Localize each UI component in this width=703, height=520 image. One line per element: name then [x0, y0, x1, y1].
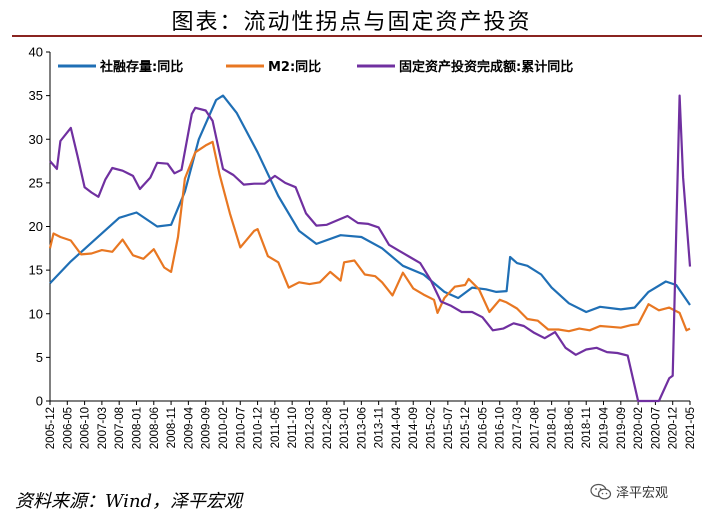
y-axis: 0 5 10 15 20 25 30 35 40	[29, 45, 50, 409]
x-tick-label: 2013-06	[356, 407, 368, 449]
x-tick-label: 2018-06	[564, 407, 576, 449]
x-axis: 2005-12 2006-05 2006-10 2007-03 2007-08 2008-…	[45, 401, 697, 449]
series-layer	[48, 94, 692, 403]
legend-label: M2:同比	[268, 59, 321, 75]
x-tick-label: 2015-02	[426, 407, 438, 449]
series-line-1	[49, 94, 691, 314]
x-tick-label: 2012-08	[322, 407, 334, 449]
x-tick-label: 2019-04	[599, 406, 611, 449]
x-tick-label: 2007-08	[114, 407, 126, 449]
series-line-3	[49, 94, 692, 403]
brand-mark: 泽平宏观	[590, 482, 668, 501]
x-tick-label: 2016-10	[495, 407, 507, 449]
x-tick-label: 2014-04	[391, 406, 403, 449]
x-tick-label: 2011-10	[287, 407, 299, 448]
x-tick-label: 2013-01	[339, 407, 351, 449]
y-tick-label: 35	[29, 88, 43, 103]
x-tick-label: 2019-09	[616, 407, 628, 449]
series-line-2	[48, 140, 691, 333]
y-tick-label: 15	[29, 263, 43, 278]
legend-label: 社融存量:同比	[99, 59, 183, 75]
legend-label: 固定资产投资完成额:累计同比	[399, 59, 573, 75]
axes	[49, 52, 690, 402]
title-divider	[12, 35, 702, 37]
x-tick-label: 2009-04	[183, 406, 195, 449]
y-tick-label: 30	[29, 132, 43, 147]
y-tick-label: 25	[29, 175, 43, 190]
x-tick-label: 2021-05	[685, 407, 697, 449]
y-tick-label: 40	[29, 45, 43, 60]
x-tick-label: 2005-12	[45, 407, 57, 449]
x-tick-label: 2016-05	[477, 407, 489, 449]
x-tick-label: 2013-11	[374, 407, 386, 448]
x-tick-label: 2010-07	[235, 407, 247, 449]
brand-name: 泽平宏观	[616, 486, 669, 501]
x-tick-label: 2020-02	[633, 407, 645, 449]
x-tick-label: 2012-03	[304, 407, 316, 449]
page-title: 图表：流动性拐点与固定资产投资	[171, 10, 532, 35]
legend: 社融存量:同比 M2:同比 固定资产投资完成额:累计同比	[58, 59, 573, 75]
x-tick-label: 2009-09	[201, 407, 213, 449]
x-tick-label: 2006-05	[62, 407, 74, 449]
x-tick-label: 2015-07	[443, 407, 455, 449]
x-tick-label: 2017-08	[529, 407, 541, 449]
x-tick-label: 2017-03	[512, 407, 524, 449]
x-tick-label: 2008-01	[131, 407, 143, 449]
x-tick-label: 2011-05	[270, 407, 282, 448]
x-tick-label: 2014-09	[408, 407, 420, 449]
wechat-logo-icon	[590, 483, 612, 499]
x-tick-label: 2010-02	[218, 407, 230, 449]
x-tick-label: 2018-11	[581, 407, 593, 448]
x-tick-label: 2008-06	[149, 407, 161, 449]
y-tick-label: 5	[36, 350, 43, 365]
x-tick-label: 2015-12	[460, 407, 472, 449]
y-tick-label: 0	[36, 394, 43, 409]
x-tick-label: 2007-03	[97, 407, 109, 449]
y-tick-label: 20	[29, 219, 43, 234]
source-note: 资料来源：Wind，泽平宏观	[15, 491, 243, 512]
x-tick-label: 2008-11	[166, 407, 178, 448]
x-tick-label: 2018-01	[547, 407, 559, 449]
x-tick-label: 2006-10	[80, 407, 92, 449]
x-tick-label: 2010-12	[253, 407, 265, 449]
x-tick-label: 2020-12	[668, 407, 680, 449]
y-tick-label: 10	[29, 306, 43, 321]
x-tick-label: 2020-07	[650, 407, 662, 449]
